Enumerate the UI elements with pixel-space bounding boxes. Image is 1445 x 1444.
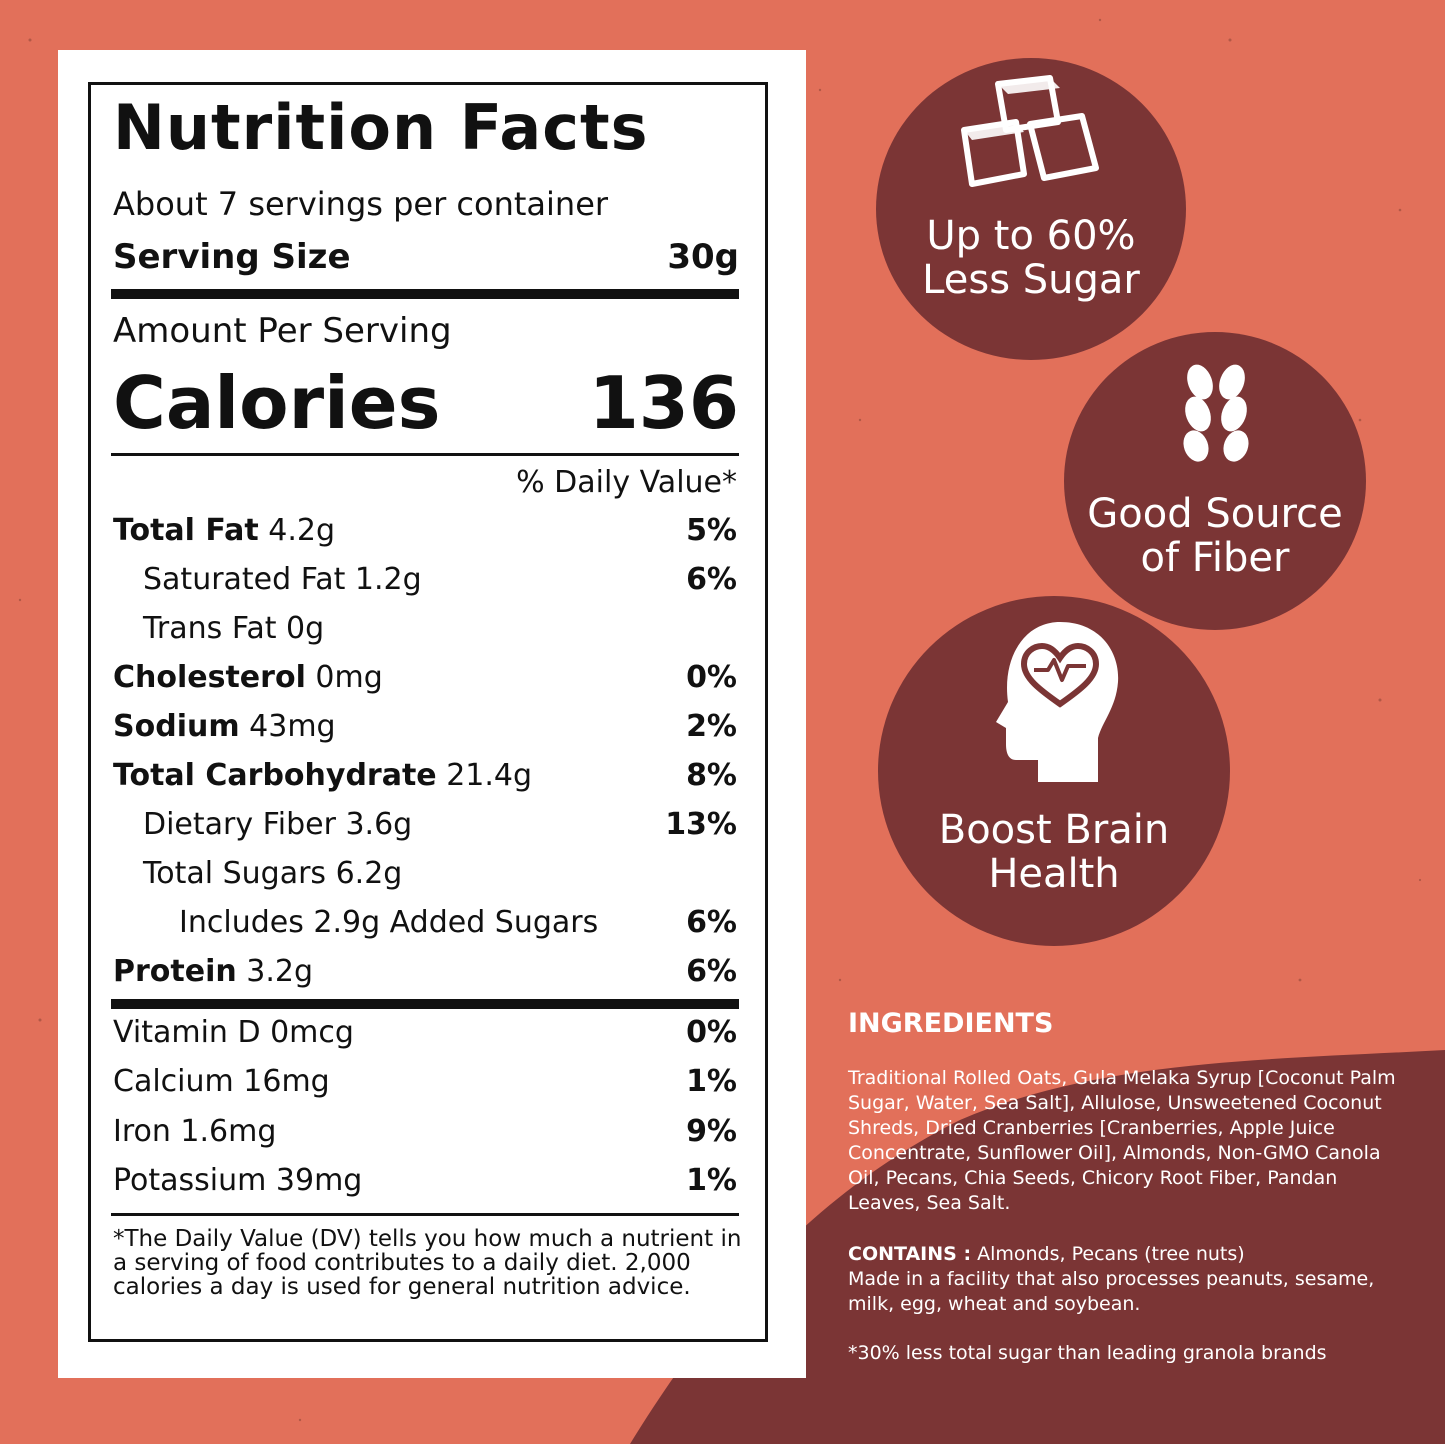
servings-per-container: About 7 servings per container (113, 185, 609, 223)
calories-value: 136 (588, 361, 739, 445)
ingredients-heading: INGREDIENTS (848, 1008, 1054, 1039)
divider-thick (111, 289, 739, 299)
nutrition-title: Nutrition Facts (113, 91, 649, 164)
nutrient-row: Cholesterol 0mg 0% (113, 660, 737, 695)
badge-text: Up to 60% (926, 213, 1136, 259)
badge-text: Good Source (1087, 491, 1343, 537)
brain-heart-icon (996, 622, 1119, 782)
badge-fiber: Good Source of Fiber (1064, 332, 1366, 630)
facility-statement: Made in a facility that also processes p… (848, 1268, 1375, 1315)
calories: Calories 136 (113, 361, 739, 445)
divider-thick (111, 999, 739, 1009)
nutrition-panel: Nutrition Facts About 7 servings per con… (58, 50, 806, 1378)
badge-brain-health: Boost Brain Health (878, 596, 1230, 946)
badge-less-sugar: Up to 60% Less Sugar (876, 58, 1186, 360)
sugar-cubes-icon (961, 75, 1099, 187)
amount-per-serving: Amount Per Serving (113, 311, 452, 351)
vitamin-row: Vitamin D 0mcg 0% (113, 1015, 737, 1050)
badge-text: Less Sugar (922, 257, 1140, 303)
serving-size-label: Serving Size (113, 237, 351, 277)
badge-text: of Fiber (1140, 535, 1290, 581)
badge-text: Health (988, 851, 1120, 897)
daily-value-header: % Daily Value* (516, 465, 737, 500)
nutrient-row: Sodium 43mg 2% (113, 709, 737, 744)
nutrient-row: Total Fat 4.2g 5% (113, 513, 737, 548)
vitamin-row: Calcium 16mg 1% (113, 1064, 737, 1099)
nutrient-row: Saturated Fat 1.2g 6% (143, 562, 737, 597)
nutrient-row: Total Sugars 6.2g (143, 856, 403, 891)
nutrient-row: Trans Fat 0g (143, 611, 325, 646)
vitamin-row: Potassium 39mg 1% (113, 1163, 737, 1198)
wheat-icon (1183, 364, 1249, 462)
allergen-contains: CONTAINS : Almonds, Pecans (tree nuts) M… (848, 1242, 1408, 1317)
ingredients-list: Traditional Rolled Oats, Gula Melaka Syr… (848, 1067, 1396, 1214)
serving-size-value: 30g (667, 237, 739, 277)
calories-label: Calories (113, 361, 441, 445)
nutrient-row: Dietary Fiber 3.6g 13% (143, 807, 737, 842)
contains-text: Almonds, Pecans (tree nuts) (977, 1243, 1245, 1265)
nutrient-row: Includes 2.9g Added Sugars 6% (179, 905, 737, 940)
badge-text: Boost Brain (938, 807, 1170, 853)
sugar-claim: *30% less total sugar than leading grano… (848, 1342, 1327, 1364)
contains-label: CONTAINS : (848, 1243, 972, 1265)
serving-size: Serving Size 30g (113, 237, 739, 277)
nutrient-row: Total Carbohydrate 21.4g 8% (113, 758, 737, 793)
nutrition-facts-label: Nutrition Facts About 7 servings per con… (88, 82, 768, 1342)
divider-thin (111, 1213, 739, 1216)
daily-value-footnote: *The Daily Value (DV) tells you how much… (113, 1226, 742, 1300)
nutrient-row: Protein 3.2g 6% (113, 954, 737, 989)
vitamin-row: Iron 1.6mg 9% (113, 1114, 737, 1149)
divider-thin (111, 453, 739, 456)
